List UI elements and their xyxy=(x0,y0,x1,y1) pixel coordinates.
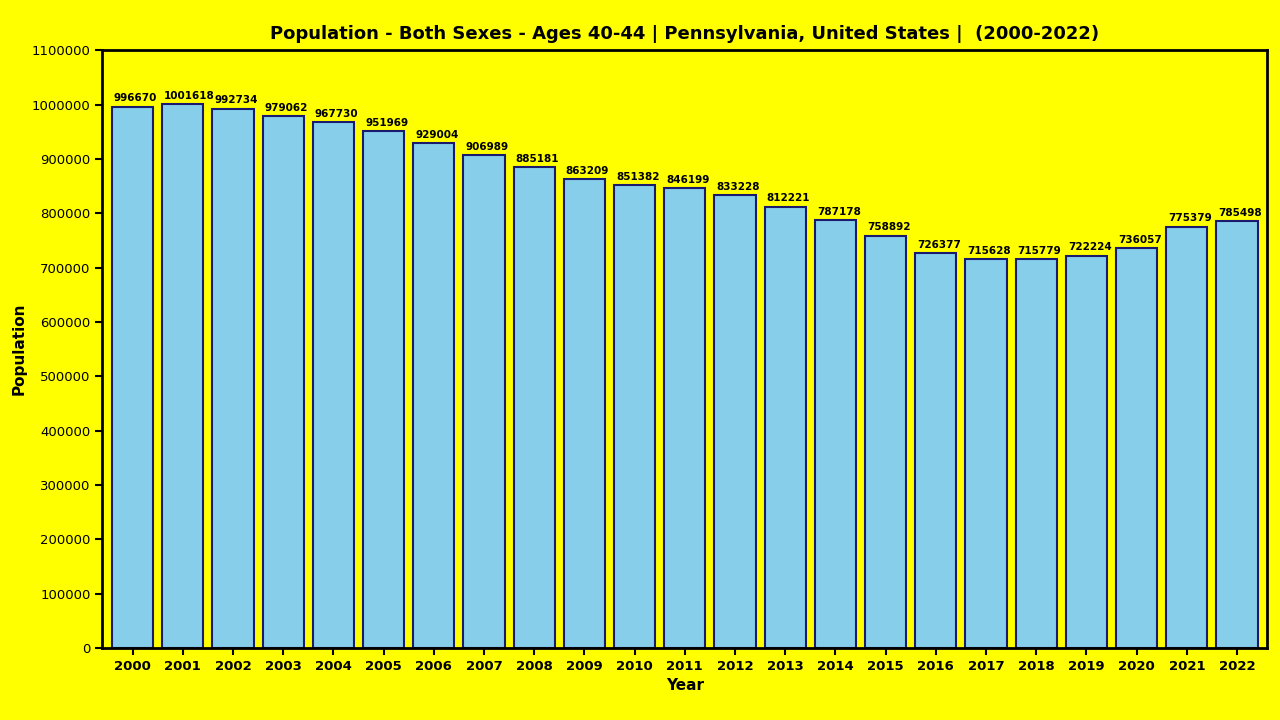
Bar xyxy=(1166,227,1207,648)
Text: 967730: 967730 xyxy=(315,109,358,119)
Bar xyxy=(915,253,956,648)
Bar xyxy=(1116,248,1157,648)
Text: 726377: 726377 xyxy=(918,240,961,250)
Bar xyxy=(513,167,554,648)
Text: 992734: 992734 xyxy=(215,96,257,105)
Text: 846199: 846199 xyxy=(667,175,709,185)
Bar xyxy=(212,109,253,648)
Bar xyxy=(865,235,906,648)
Text: 775379: 775379 xyxy=(1169,214,1212,223)
Bar xyxy=(965,259,1006,648)
Y-axis label: Population: Population xyxy=(12,303,26,395)
X-axis label: Year: Year xyxy=(666,678,704,693)
Bar xyxy=(764,207,806,648)
Text: 715779: 715779 xyxy=(1018,246,1061,256)
Bar xyxy=(1216,221,1258,648)
Bar xyxy=(664,189,705,648)
Bar xyxy=(262,116,303,648)
Text: 833228: 833228 xyxy=(717,182,760,192)
Text: 906989: 906989 xyxy=(466,142,508,152)
Text: 785498: 785498 xyxy=(1219,208,1262,218)
Bar xyxy=(111,107,154,648)
Text: 736057: 736057 xyxy=(1119,235,1162,245)
Text: 929004: 929004 xyxy=(415,130,458,140)
Bar xyxy=(364,131,404,648)
Text: 715628: 715628 xyxy=(968,246,1011,256)
Text: 979062: 979062 xyxy=(265,103,308,113)
Text: 722224: 722224 xyxy=(1068,243,1111,253)
Text: 885181: 885181 xyxy=(516,154,559,164)
Bar xyxy=(1015,259,1057,648)
Text: 1001618: 1001618 xyxy=(164,91,215,101)
Bar xyxy=(1066,256,1107,648)
Text: 758892: 758892 xyxy=(867,222,910,233)
Text: 851382: 851382 xyxy=(616,172,659,182)
Bar xyxy=(563,179,605,648)
Bar xyxy=(413,143,454,648)
Bar xyxy=(614,186,655,648)
Title: Population - Both Sexes - Ages 40-44 | Pennsylvania, United States |  (2000-2022: Population - Both Sexes - Ages 40-44 | P… xyxy=(270,25,1100,43)
Text: 951969: 951969 xyxy=(365,117,408,127)
Bar xyxy=(714,195,755,648)
Text: 812221: 812221 xyxy=(767,194,810,204)
Bar xyxy=(815,220,856,648)
Text: 863209: 863209 xyxy=(566,166,609,176)
Bar xyxy=(463,156,504,648)
Bar xyxy=(163,104,204,648)
Bar xyxy=(312,122,355,648)
Text: 996670: 996670 xyxy=(114,94,157,103)
Text: 787178: 787178 xyxy=(817,207,860,217)
